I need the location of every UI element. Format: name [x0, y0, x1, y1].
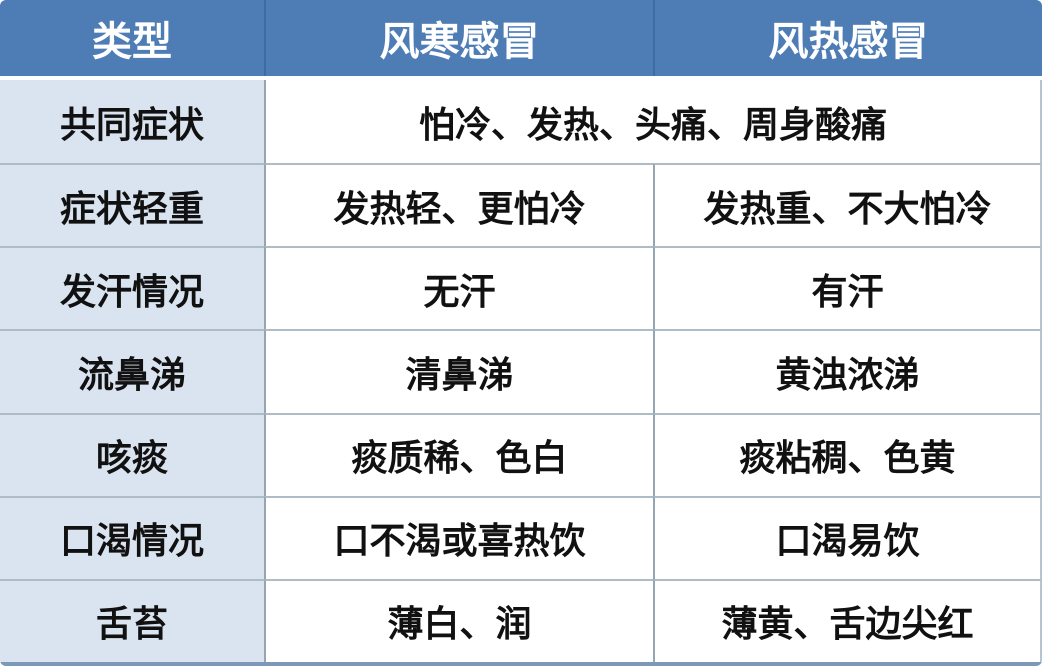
- table-row-phlegm: 咳痰 痰质稀、色白 痰粘稠、色黄: [0, 412, 1042, 496]
- table-header-row: 类型 风寒感冒 风热感冒: [0, 0, 1042, 76]
- row-label: 舌苔: [0, 578, 264, 662]
- row-label: 共同症状: [0, 80, 264, 164]
- row-value-wind-cold: 无汗: [264, 246, 653, 330]
- row-label: 发汗情况: [0, 246, 264, 330]
- table-bottom-edge: [0, 662, 1042, 666]
- row-value-wind-cold: 薄白、润: [264, 578, 653, 662]
- row-value-wind-cold: 发热轻、更怕冷: [264, 163, 653, 247]
- header-cell-type: 类型: [92, 20, 172, 64]
- row-value-wind-heat: 口渴易饮: [653, 495, 1042, 579]
- table-row-nasal-discharge: 流鼻涕 清鼻涕 黄浊浓涕: [0, 329, 1042, 413]
- table-row-tongue-coating: 舌苔 薄白、润 薄黄、舌边尖红: [0, 578, 1042, 662]
- row-value-wind-cold: 清鼻涕: [264, 329, 653, 413]
- table-row-sweating: 发汗情况 无汗 有汗: [0, 246, 1042, 330]
- header-cell-wind-cold: 风寒感冒: [264, 0, 653, 76]
- header-body-divider: [0, 76, 1042, 80]
- table-row-thirst: 口渴情况 口不渴或喜热饮 口渴易饮: [0, 495, 1042, 579]
- row-value-wind-heat: 有汗: [653, 246, 1042, 330]
- row-value-wind-heat: 发热重、不大怕冷: [653, 163, 1042, 247]
- table-row-severity: 症状轻重 发热轻、更怕冷 发热重、不大怕冷: [0, 163, 1042, 247]
- table-body: 共同症状 怕冷、发热、头痛、周身酸痛 症状轻重 发热轻、更怕冷 发热重、不大怕冷…: [0, 80, 1042, 662]
- header-cell-wind-heat: 风热感冒: [653, 0, 1042, 76]
- table-row-common-symptoms: 共同症状 怕冷、发热、头痛、周身酸痛: [0, 80, 1042, 164]
- row-label: 咳痰: [0, 412, 264, 496]
- row-value-wind-cold: 痰质稀、色白: [264, 412, 653, 496]
- row-label: 流鼻涕: [0, 329, 264, 413]
- row-value-wind-heat: 黄浊浓涕: [653, 329, 1042, 413]
- row-value-wind-heat: 薄黄、舌边尖红: [653, 578, 1042, 662]
- row-value-wind-heat: 痰粘稠、色黄: [653, 412, 1042, 496]
- row-value-wind-cold: 口不渴或喜热饮: [264, 495, 653, 579]
- row-value-merged: 怕冷、发热、头痛、周身酸痛: [264, 80, 1042, 164]
- row-label: 症状轻重: [0, 163, 264, 247]
- row-label: 口渴情况: [0, 495, 264, 579]
